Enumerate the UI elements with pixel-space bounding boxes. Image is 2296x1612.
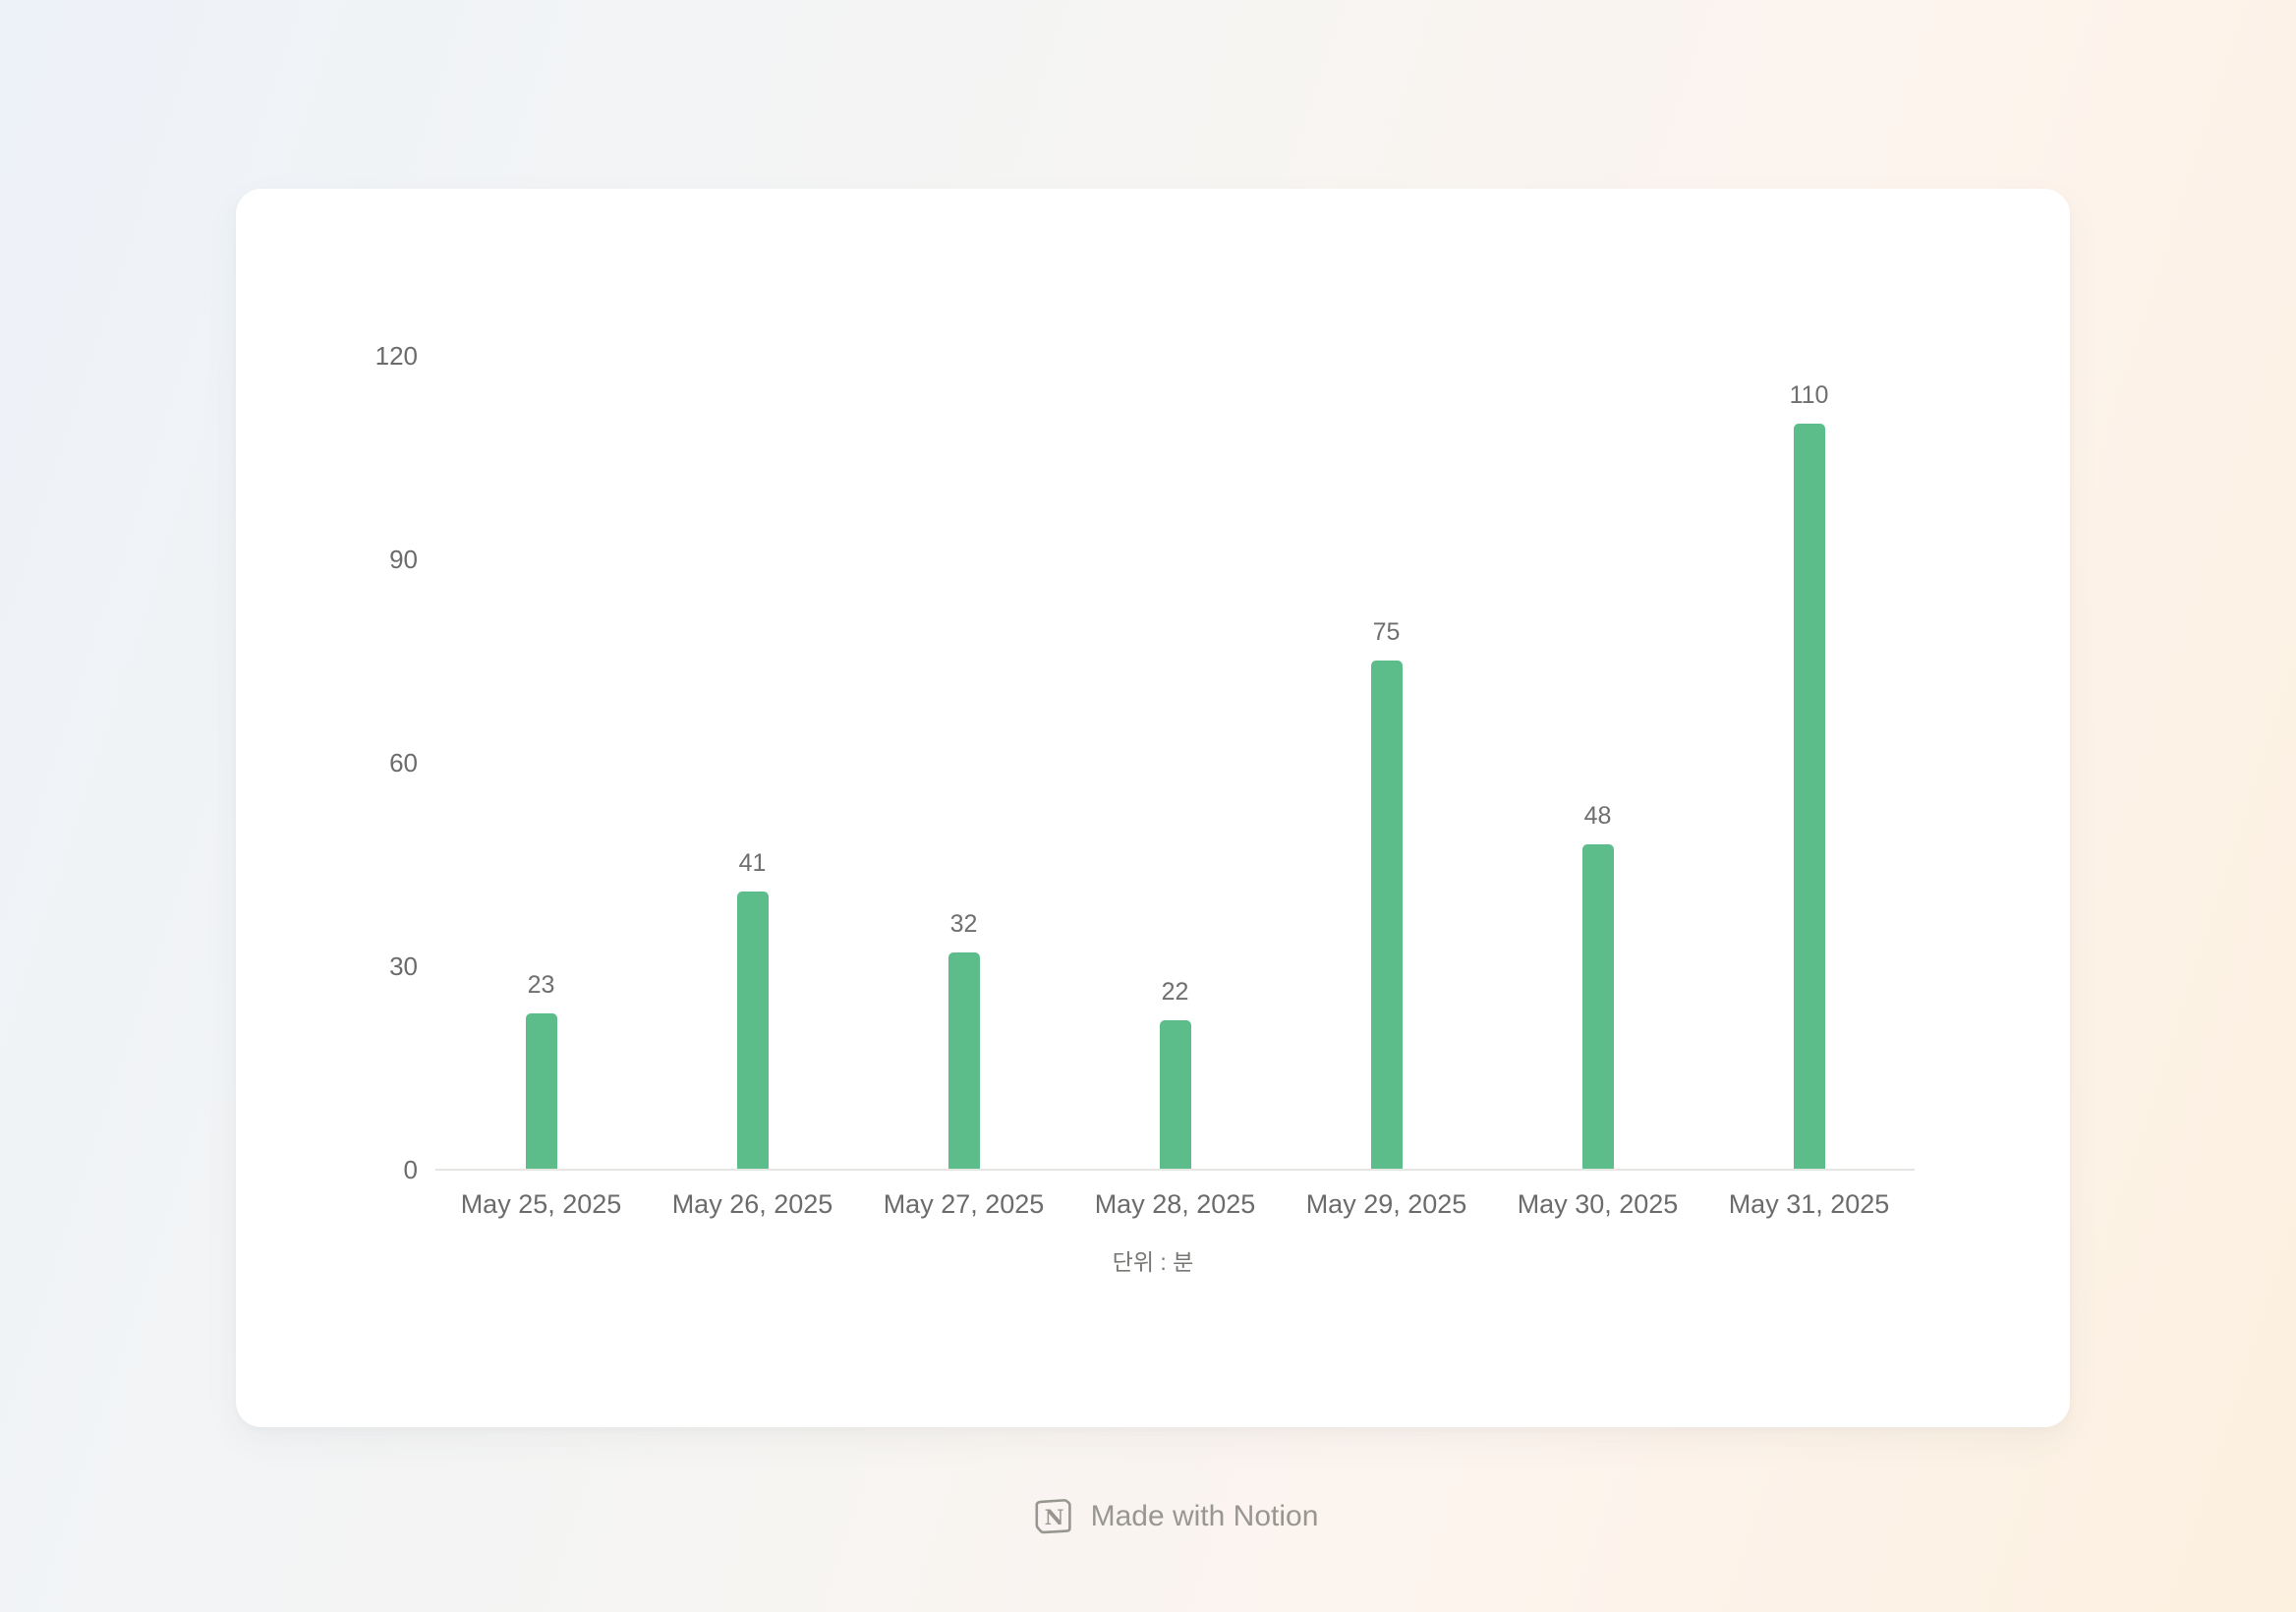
bar-value-label: 41 [738,849,767,877]
x-axis-labels: May 25, 2025 May 26, 2025 May 27, 2025 May … [435,1187,1915,1223]
chart-card: 0 30 60 90 120 23 41 32 22 75 48 110 May 25, 2025 M… [236,189,2070,1427]
svg-text:N: N [1045,1505,1064,1530]
y-axis-tick-label: 90 [389,545,418,574]
notion-logo-icon: N [1035,1499,1071,1534]
y-axis-tick-label: 0 [403,1155,418,1184]
x-axis-line [435,1169,1915,1171]
x-axis-tick-label: May 28, 2025 [1094,1189,1256,1219]
bar[interactable] [525,1013,557,1170]
bar-chart: 0 30 60 90 120 23 41 32 22 75 48 110 May 25, 2025 M… [236,189,2070,1427]
bar[interactable] [1793,424,1825,1170]
bar-value-label: 110 [1789,381,1829,409]
x-axis-tick-label: May 27, 2025 [883,1189,1045,1219]
plot-area: 23 41 32 22 75 48 110 [435,189,1915,1170]
bar[interactable] [947,952,980,1170]
y-axis-tick-label: 120 [374,341,418,371]
bar[interactable] [1159,1020,1191,1170]
bar[interactable] [736,892,769,1170]
bar-value-label: 32 [949,910,978,938]
unit-label: 단위 : 분 [1112,1249,1194,1275]
bar-value-label: 23 [527,971,555,999]
x-axis-tick-label: May 29, 2025 [1305,1189,1467,1219]
y-axis-tick-label: 30 [389,951,418,981]
x-axis-tick-label: May 31, 2025 [1728,1189,1890,1219]
bar[interactable] [1370,661,1403,1170]
bar-value-label: 48 [1583,802,1612,830]
x-axis-tick-label: May 30, 2025 [1517,1189,1679,1219]
bar-value-label: 75 [1372,618,1401,646]
y-axis-tick-label: 60 [389,748,418,777]
x-axis-tick-label: May 25, 2025 [460,1189,622,1219]
x-axis-tick-label: May 26, 2025 [671,1189,833,1219]
bar[interactable] [1581,844,1614,1170]
bar-value-label: 22 [1161,978,1189,1006]
made-with-notion-label: Made with Notion [1090,1500,1319,1532]
made-with-notion-badge[interactable]: N Made with Notion [1033,1495,1319,1538]
